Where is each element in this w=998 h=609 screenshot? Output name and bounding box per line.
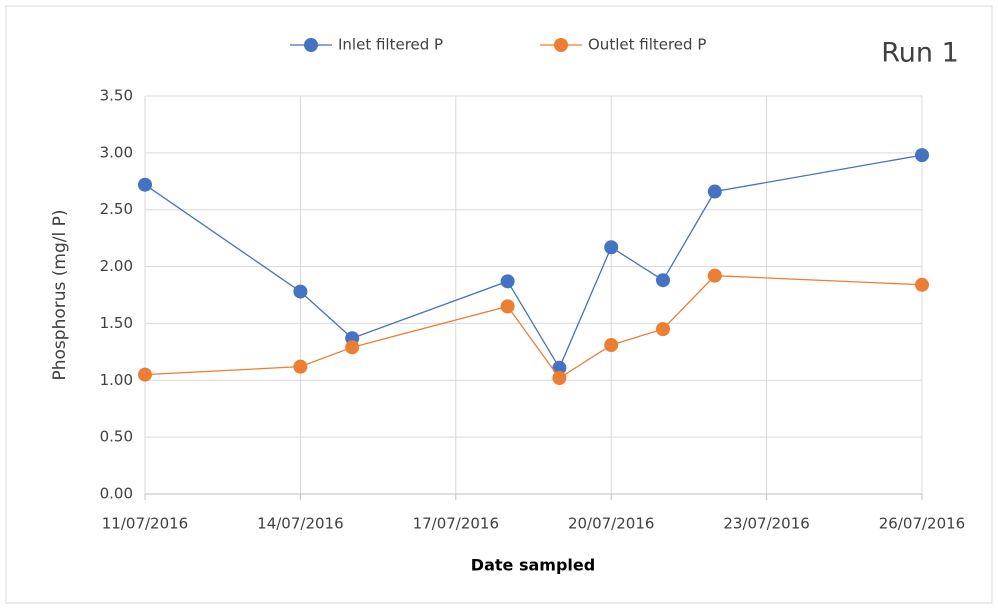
data-point <box>656 273 670 288</box>
x-tick-label: 14/07/2016 <box>257 515 343 533</box>
y-tick-label: 2.50 <box>100 200 133 218</box>
x-tick-label: 20/07/2016 <box>568 515 654 533</box>
data-point <box>915 277 929 292</box>
x-tick-label: 11/07/2016 <box>102 515 188 533</box>
y-tick-label: 3.00 <box>100 143 133 161</box>
x-tick-label: 23/07/2016 <box>723 515 809 533</box>
data-point <box>293 359 308 374</box>
annotation: Run 1 <box>881 38 959 69</box>
legend-label: Inlet filtered P <box>338 36 443 54</box>
data-point <box>552 360 567 375</box>
y-tick-label: 0.00 <box>100 485 133 503</box>
data-point <box>707 268 722 283</box>
y-tick-label: 1.00 <box>100 371 133 389</box>
data-point <box>293 284 308 299</box>
y-tick-label: 3.50 <box>100 87 133 105</box>
chart-border <box>5 5 993 604</box>
data-point <box>604 338 619 353</box>
data-point <box>915 148 929 163</box>
y-axis-label: Phosphorus (mg/l P) <box>50 210 70 381</box>
legend-marker <box>554 38 568 52</box>
data-point <box>500 299 515 314</box>
x-tick-label: 17/07/2016 <box>413 515 499 533</box>
data-point <box>345 340 360 355</box>
legend-label: Outlet filtered P <box>588 36 706 54</box>
data-point <box>707 184 722 199</box>
data-point <box>604 240 619 255</box>
data-point <box>138 367 152 382</box>
x-axis-label: Date sampled <box>471 556 595 575</box>
data-point <box>500 274 515 289</box>
y-tick-label: 0.50 <box>100 428 133 446</box>
y-tick-label: 1.50 <box>100 314 133 332</box>
x-tick-label: 26/07/2016 <box>879 515 965 533</box>
data-point <box>656 322 670 337</box>
data-point <box>552 371 567 386</box>
y-tick-label: 2.00 <box>100 257 133 275</box>
legend-marker <box>304 38 318 52</box>
data-point <box>138 177 152 192</box>
